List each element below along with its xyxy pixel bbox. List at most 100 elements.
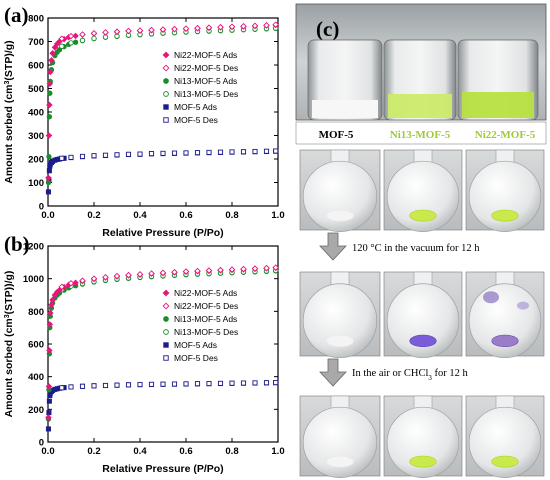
x-tick-label: 0.8 xyxy=(225,210,238,221)
data-point xyxy=(46,80,54,88)
y-tick-label: 600 xyxy=(28,340,44,351)
legend-marker xyxy=(163,342,169,348)
x-tick-label: 1.0 xyxy=(271,446,284,457)
x-tick-label: 0.0 xyxy=(41,446,54,457)
data-point xyxy=(251,22,259,29)
data-point xyxy=(45,414,52,421)
data-point xyxy=(79,277,86,284)
data-point xyxy=(206,149,212,155)
y-tick-label: 1200 xyxy=(23,242,44,253)
legend-marker xyxy=(163,117,169,123)
data-point xyxy=(183,150,189,156)
legend-marker xyxy=(163,91,169,97)
powder-sample xyxy=(326,334,354,348)
data-point xyxy=(240,380,247,386)
data-point xyxy=(183,381,189,387)
data-point xyxy=(59,155,65,161)
data-point xyxy=(46,347,53,354)
y-tick-label: 600 xyxy=(28,61,44,72)
panel-label-b: (b) xyxy=(4,232,30,256)
data-point xyxy=(160,150,166,156)
vial-ni22 xyxy=(457,39,539,121)
data-point xyxy=(125,27,132,35)
data-point xyxy=(228,266,236,273)
y-axis-ticks-b: 0 200 400 600 800 1000 1200 xyxy=(23,242,278,449)
y-tick-label: 200 xyxy=(28,405,44,416)
y-axis-title-a: Amount sorbed (cm3(STP)/g) xyxy=(3,40,15,183)
data-point xyxy=(272,264,279,271)
data-points-a xyxy=(45,21,279,195)
vial-ni13 xyxy=(383,39,457,121)
data-point xyxy=(263,264,270,272)
data-point xyxy=(272,21,279,28)
data-point xyxy=(102,382,109,389)
data-point xyxy=(194,150,201,156)
data-point xyxy=(263,22,270,29)
data-point xyxy=(45,383,53,390)
legend-marker xyxy=(163,104,169,110)
data-point xyxy=(148,151,155,157)
data-point xyxy=(229,380,235,386)
data-points-b xyxy=(45,264,279,432)
data-point xyxy=(217,23,224,31)
data-point xyxy=(194,381,201,387)
flask-bulb xyxy=(302,160,378,232)
legend-marker xyxy=(163,329,169,335)
x-axis-title-b: Relative Pressure (P/Po) xyxy=(102,463,223,475)
data-point xyxy=(46,168,52,174)
x-tick-label: 0.4 xyxy=(133,446,147,457)
flask-photo xyxy=(299,271,381,359)
data-point xyxy=(182,268,190,275)
vial-label-strip xyxy=(295,121,547,145)
legend-label: Ni22-MOF-5 Ads xyxy=(174,50,237,60)
data-point xyxy=(240,149,247,155)
data-point xyxy=(159,26,167,33)
data-point xyxy=(72,279,79,286)
powder-sample xyxy=(409,455,437,468)
data-point xyxy=(240,22,247,30)
data-point xyxy=(49,50,56,57)
powder-sample xyxy=(409,334,437,348)
step-arrow-1: 120 °C in the vacuum for 12 h xyxy=(319,232,480,261)
data-point xyxy=(273,148,279,154)
x-tick-label: 0.8 xyxy=(225,446,238,457)
data-point xyxy=(46,410,52,416)
data-point xyxy=(229,149,235,155)
data-point xyxy=(114,382,120,388)
data-point xyxy=(182,25,190,32)
data-point xyxy=(67,280,75,287)
legend-label: MOF-5 Ads xyxy=(174,340,217,350)
y-tick-label: 800 xyxy=(28,307,44,318)
flask-bulb xyxy=(468,406,542,478)
data-point xyxy=(171,150,178,156)
panel-label-c: (c) xyxy=(316,17,339,41)
flask-bulb xyxy=(386,283,460,359)
legend-marker xyxy=(162,64,170,72)
data-point xyxy=(206,380,212,387)
data-point xyxy=(91,383,97,389)
legend-label: Ni13-MOF-5 Des xyxy=(174,89,238,99)
powder-sample xyxy=(491,209,519,222)
legend-marker xyxy=(162,51,170,59)
y-tick-label: 800 xyxy=(28,14,44,25)
data-point xyxy=(102,152,109,158)
data-point xyxy=(148,270,155,277)
data-point xyxy=(48,57,55,64)
legend-marker xyxy=(163,355,169,361)
data-point xyxy=(46,101,53,109)
data-point xyxy=(137,151,143,157)
flask-bulb xyxy=(302,406,378,478)
legend-label: Ni22-MOF-5 Des xyxy=(174,63,238,73)
x-tick-label: 0.2 xyxy=(87,210,100,221)
data-point xyxy=(48,301,55,309)
data-point xyxy=(263,380,270,386)
data-point xyxy=(67,32,75,40)
photo-panel-c: (c) MOF-5 Ni13-MOF-5 Ni22-MOF-5 120 °C i… xyxy=(295,3,547,478)
y-tick-label: 0 xyxy=(39,438,44,449)
vial-mof5 xyxy=(307,39,383,121)
x-tick-label: 0.6 xyxy=(179,210,192,221)
data-point xyxy=(125,271,132,279)
x-axis-ticks-b: 0.0 0.2 0.4 0.6 0.8 1.0 xyxy=(41,246,285,457)
